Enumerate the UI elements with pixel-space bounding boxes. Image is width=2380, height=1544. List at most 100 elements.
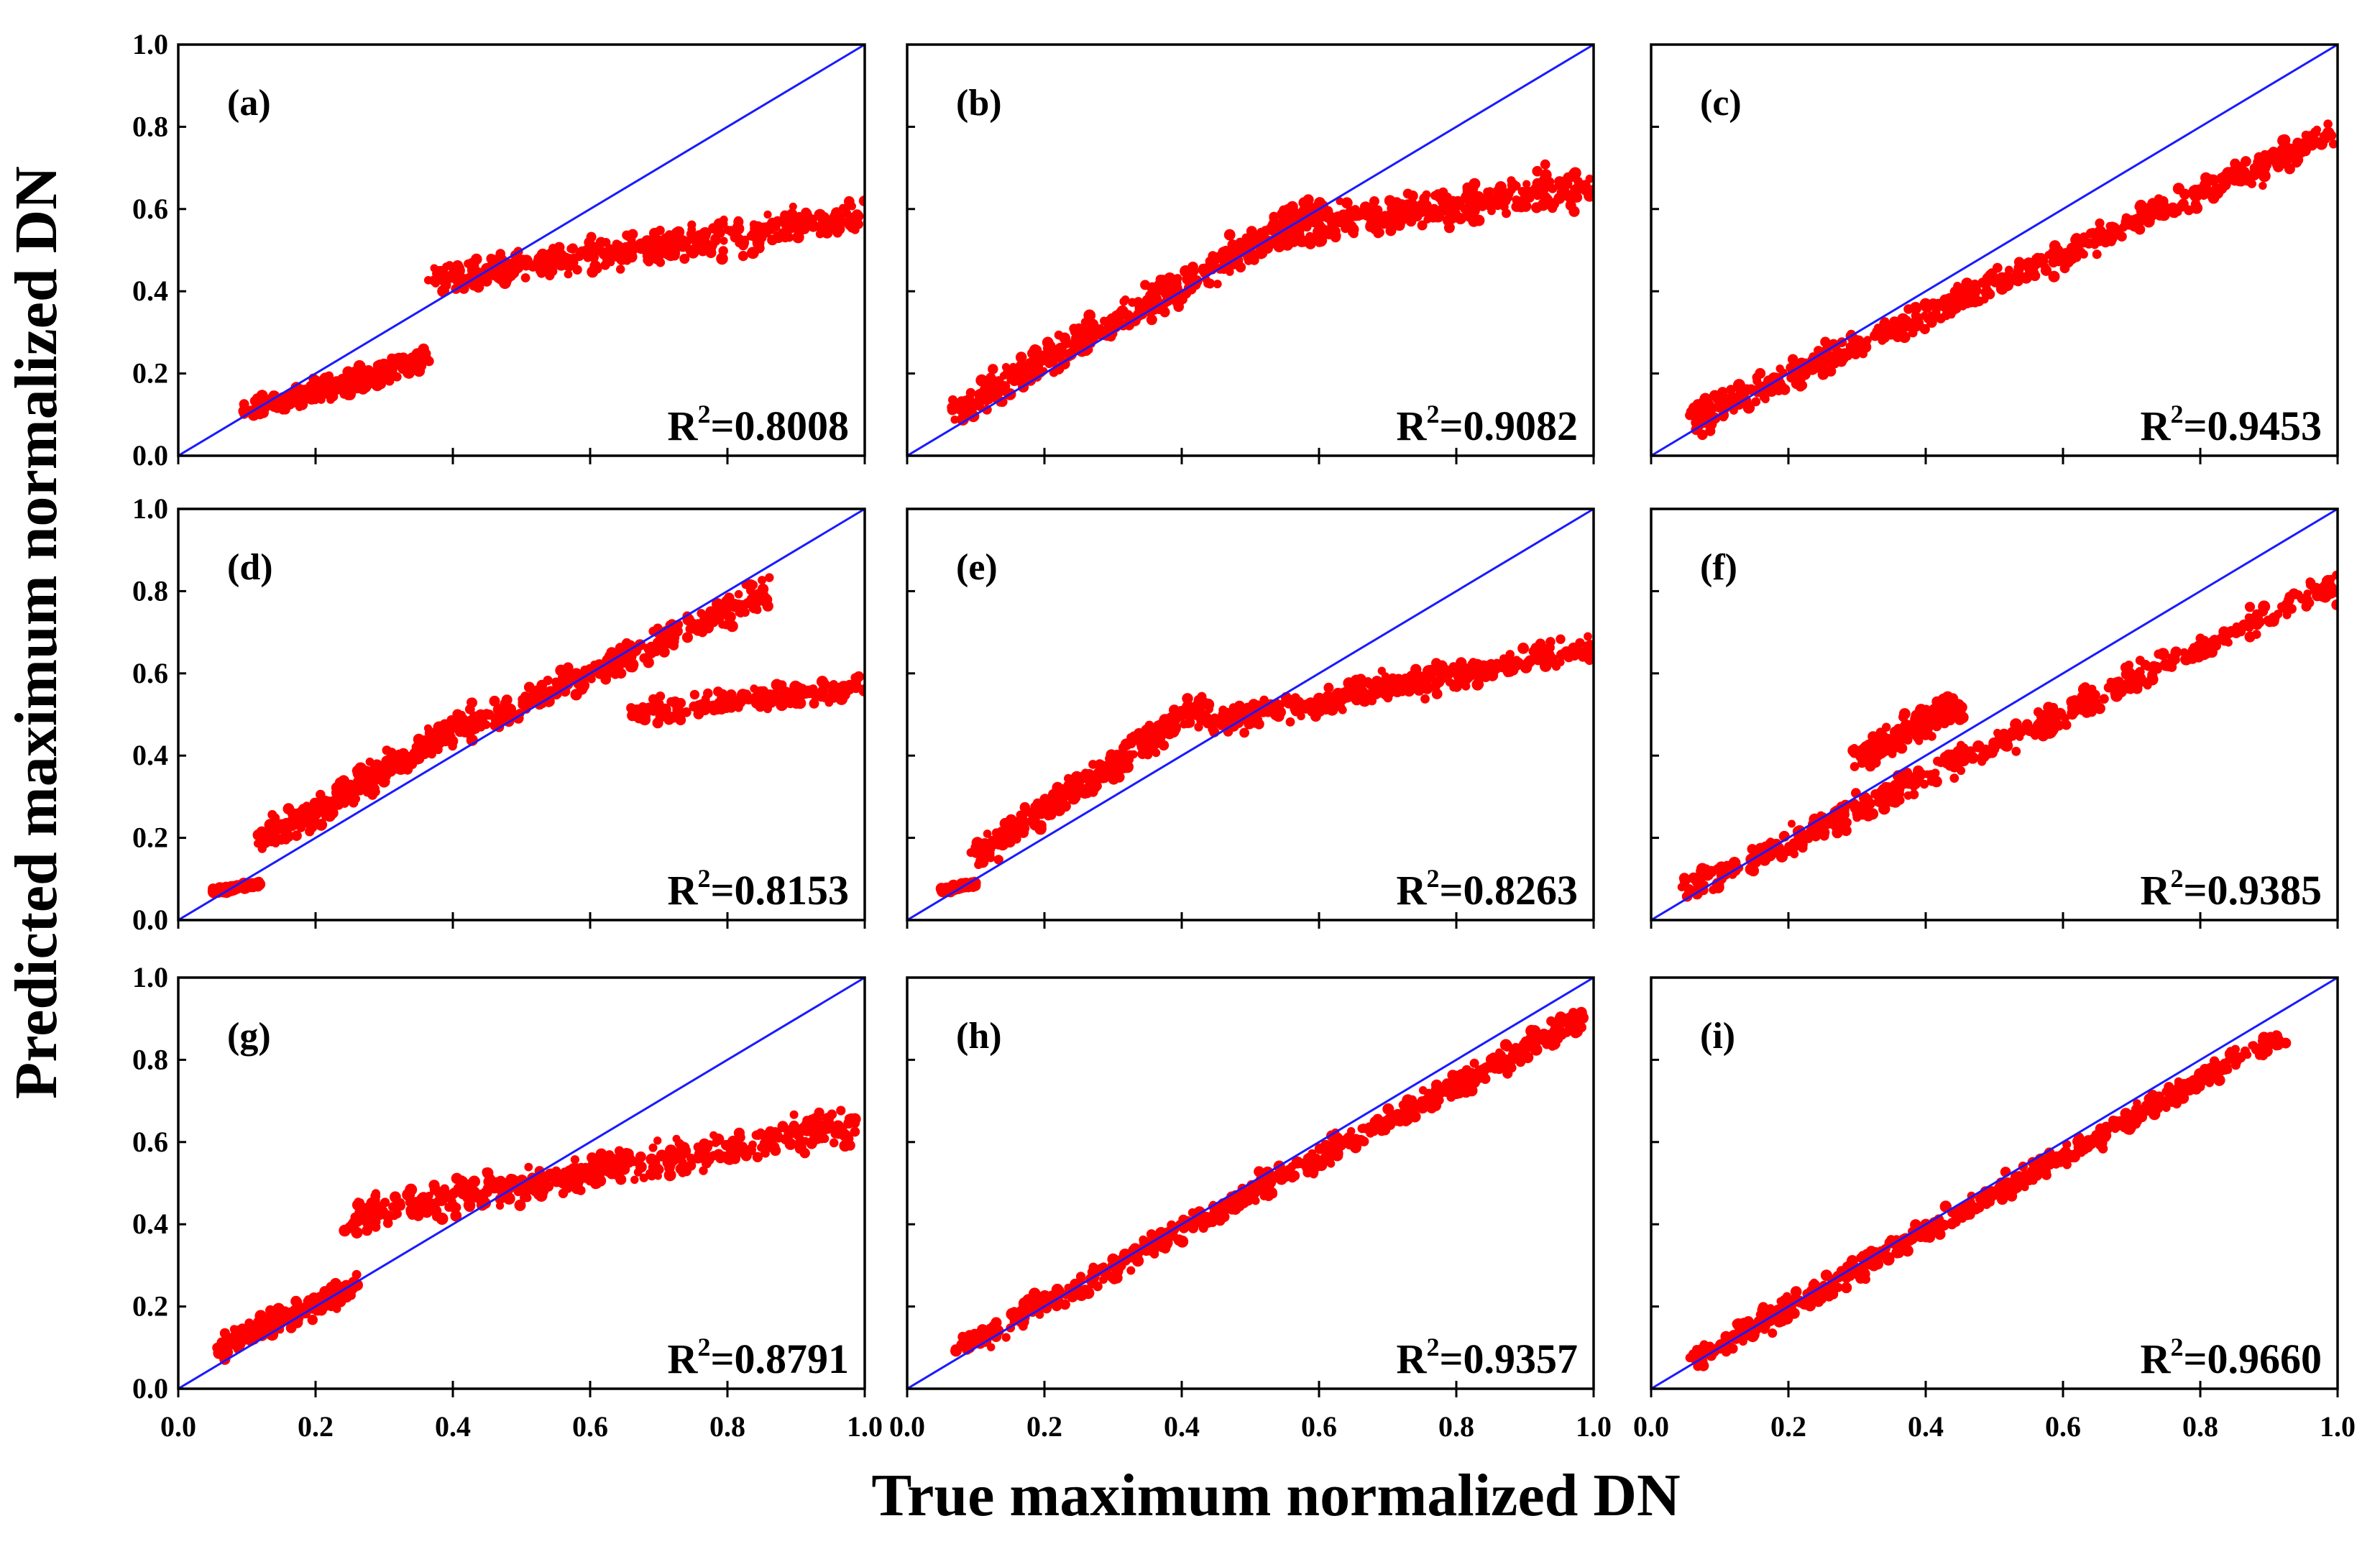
data-point (474, 720, 484, 729)
data-point (1218, 705, 1228, 714)
data-point (371, 759, 383, 771)
data-point (482, 720, 491, 730)
data-point (1866, 808, 1879, 820)
data-point (296, 398, 308, 410)
data-point (716, 252, 728, 265)
data-point (1880, 781, 1891, 793)
data-point (653, 698, 664, 710)
data-point (628, 654, 636, 663)
data-point (645, 239, 656, 251)
data-point (2188, 185, 2200, 197)
data-point (290, 1305, 300, 1315)
data-point (288, 822, 297, 831)
data-point (1987, 275, 1998, 286)
data-point (1235, 262, 1246, 273)
data-point (381, 365, 392, 376)
data-point (536, 268, 546, 278)
data-point (750, 684, 758, 693)
data-point (366, 773, 377, 785)
data-point (1169, 704, 1180, 716)
data-point (1420, 678, 1428, 687)
data-point (1015, 351, 1027, 363)
data-point (602, 254, 612, 265)
data-point (1931, 696, 1943, 707)
data-point (1814, 823, 1825, 835)
data-point (684, 614, 694, 624)
data-point (1187, 265, 1199, 277)
data-point (767, 217, 778, 229)
r2-value: R2=0.9082 (1397, 400, 1578, 449)
data-point (697, 235, 706, 244)
data-point (1715, 861, 1727, 873)
data-point (668, 248, 680, 259)
data-point (982, 844, 995, 856)
data-point (1327, 221, 1336, 231)
data-point (1696, 863, 1709, 876)
data-point (270, 1316, 281, 1327)
data-point (1011, 364, 1021, 374)
data-point (689, 244, 698, 254)
data-point (1585, 656, 1594, 666)
x-axis-title: True maximum normalized DN (871, 1462, 1680, 1529)
data-point (505, 270, 517, 282)
data-point (789, 202, 797, 211)
data-point (2258, 170, 2271, 183)
panel-label: (e) (956, 547, 998, 588)
identity-line (1650, 43, 2338, 457)
data-point (1987, 747, 1998, 758)
data-point (2068, 704, 2080, 715)
data-point (1852, 344, 1861, 354)
data-point (518, 254, 528, 265)
data-point (2011, 727, 2023, 739)
data-point (1972, 284, 1981, 293)
data-point (1901, 320, 1913, 331)
data-point (267, 809, 277, 819)
data-point (1892, 736, 1903, 747)
panel-a: 0.00.20.40.60.81.0(a)R2=0.8008 (132, 28, 866, 472)
panel-d: 0.00.20.40.60.81.0(d)R2=0.8153 (132, 492, 866, 936)
data-point (1517, 643, 1530, 654)
plot-frame (177, 507, 866, 922)
data-point (1834, 354, 1843, 364)
data-point (1760, 390, 1770, 400)
data-point (989, 382, 999, 392)
data-point (1524, 655, 1536, 667)
data-point (817, 216, 827, 225)
data-point (1936, 313, 1946, 323)
data-point (1126, 739, 1136, 749)
data-point (1870, 330, 1880, 341)
data-point (1469, 658, 1478, 666)
data-point (1967, 752, 1979, 764)
data-point (2264, 157, 2274, 166)
panel-b: (b)R2=0.9082 (906, 43, 1595, 464)
data-point (380, 374, 389, 383)
data-point (1862, 797, 1872, 807)
data-point (1323, 682, 1334, 693)
data-point (1556, 634, 1566, 644)
data-point (413, 733, 425, 745)
data-point (702, 700, 711, 709)
data-point (1258, 707, 1269, 717)
data-point (567, 243, 579, 254)
data-point (1751, 397, 1761, 407)
data-point (600, 674, 611, 685)
data-point (1062, 336, 1072, 346)
data-point (2098, 232, 2110, 243)
data-point (321, 812, 330, 821)
data-point (1543, 643, 1554, 654)
data-point (489, 695, 500, 707)
data-point (1088, 760, 1098, 769)
data-point (1858, 349, 1868, 359)
data-point (433, 266, 445, 278)
data-point (1797, 380, 1808, 390)
data-point (2066, 243, 2078, 255)
data-point (1920, 311, 1929, 321)
data-point (296, 823, 306, 832)
data-point (1430, 676, 1439, 685)
data-point (1926, 317, 1937, 328)
scatter-points (947, 159, 1594, 426)
data-point (1949, 773, 1959, 783)
data-point (1522, 180, 1531, 188)
data-point (1129, 731, 1138, 740)
